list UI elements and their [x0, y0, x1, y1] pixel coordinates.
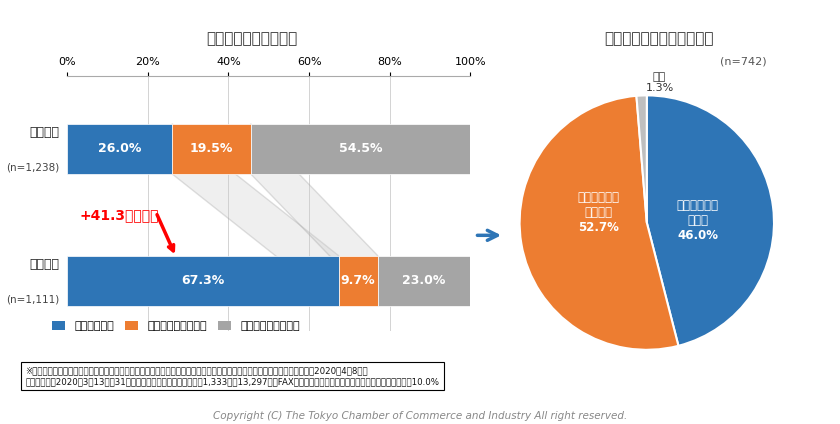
Wedge shape: [647, 95, 774, 346]
Text: テレワークを開始した時期: テレワークを開始した時期: [605, 31, 714, 46]
Text: 9.7%: 9.7%: [341, 274, 375, 287]
Text: 今回調査: 今回調査: [29, 258, 59, 271]
Text: 26.0%: 26.0%: [98, 142, 141, 155]
Text: 不明
1.3%: 不明 1.3%: [645, 72, 674, 93]
Text: テレワークの実施割合: テレワークの実施割合: [207, 31, 297, 46]
Polygon shape: [250, 124, 378, 306]
Text: ※前回調査：「会員企業の防災対策に関するアンケート　付帯調査　新型コロナウイルス感染症への対応について」（公表：2020年4月8日）
　調査期間：2020年3月: ※前回調査：「会員企業の防災対策に関するアンケート 付帯調査 新型コロナウイルス…: [25, 367, 439, 386]
Bar: [250, 124, 470, 174]
Bar: [378, 256, 470, 306]
Text: 67.3%: 67.3%: [181, 274, 224, 287]
Polygon shape: [172, 124, 339, 306]
Wedge shape: [637, 95, 647, 223]
Text: (n=742): (n=742): [720, 56, 767, 67]
Text: Copyright (C) The Tokyo Chamber of Commerce and Industry All right reserved.: Copyright (C) The Tokyo Chamber of Comme…: [213, 410, 627, 421]
Bar: [67, 124, 172, 174]
Bar: [67, 256, 339, 306]
Bar: [339, 256, 378, 306]
Bar: [172, 124, 250, 174]
Text: 緊急事態宣言
発令以降
52.7%: 緊急事態宣言 発令以降 52.7%: [577, 191, 619, 234]
Text: (n=1,238): (n=1,238): [6, 162, 59, 172]
Text: +41.3ポイント: +41.3ポイント: [80, 208, 160, 222]
Text: 19.5%: 19.5%: [190, 142, 233, 155]
Wedge shape: [520, 96, 679, 350]
Text: 23.0%: 23.0%: [402, 274, 446, 287]
Text: 54.5%: 54.5%: [339, 142, 382, 155]
Text: 緊急事態宣言
発令前
46.0%: 緊急事態宣言 発令前 46.0%: [677, 198, 719, 242]
Text: (n=1,111): (n=1,111): [6, 294, 59, 304]
Text: 前回調査: 前回調査: [29, 126, 59, 139]
Legend: 実施している, 実施を検討している, 実施する予定はない: 実施している, 実施を検討している, 実施する予定はない: [48, 316, 304, 336]
